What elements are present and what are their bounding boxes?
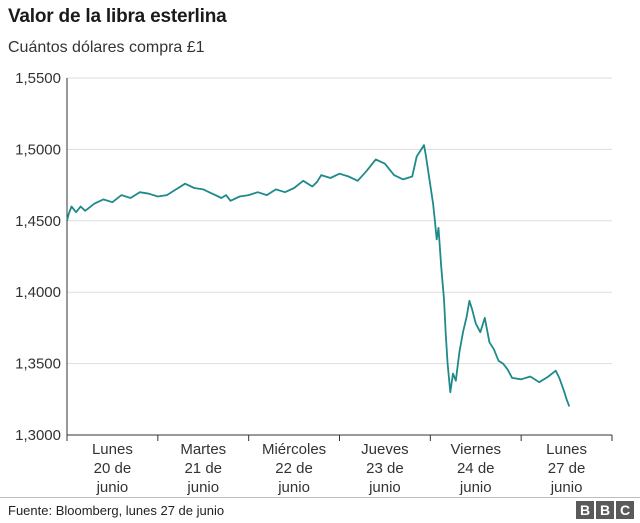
bbc-logo: B B C xyxy=(576,501,634,519)
y-tick-label: 1,5500 xyxy=(15,70,61,87)
y-tick-label: 1,4000 xyxy=(15,284,61,301)
x-tick-label: 24 de xyxy=(457,460,495,477)
bbc-logo-letter: C xyxy=(616,501,634,519)
x-tick-label: junio xyxy=(277,479,310,496)
chart-title: Valor de la libra esterlina xyxy=(8,6,227,27)
exchange-rate-chart: 1,5500 1,5000 1,4500 1,4000 1,3500 1,3000 Lune… xyxy=(15,70,613,496)
x-tick-label: 21 de xyxy=(184,460,222,477)
source-note: Fuente: Bloomberg, lunes 27 de junio xyxy=(8,503,225,518)
bbc-logo-letter: B xyxy=(576,501,594,519)
y-tick-label: 1,4500 xyxy=(15,213,61,230)
x-tick-label: junio xyxy=(186,479,219,496)
y-tick-label: 1,3000 xyxy=(15,427,61,444)
y-tick-label: 1,5000 xyxy=(15,141,61,158)
series-line xyxy=(66,144,571,407)
x-tick-label: junio xyxy=(368,479,401,496)
y-tick-label: 1,3500 xyxy=(15,356,61,373)
x-tick-label: 23 de xyxy=(366,460,404,477)
x-tick-label: 22 de xyxy=(275,460,313,477)
x-tick-label: junio xyxy=(96,479,129,496)
x-tick-label: 27 de xyxy=(548,460,586,477)
x-tick-label: Jueves xyxy=(361,441,409,458)
x-tick-label: Lunes xyxy=(546,441,587,458)
x-tick-label: Lunes xyxy=(92,441,133,458)
footer-divider xyxy=(0,497,640,498)
x-tick-label: Miércoles xyxy=(262,441,326,458)
x-tick-label: junio xyxy=(550,479,583,496)
x-tick-label: Martes xyxy=(180,441,226,458)
x-tick-label: Viernes xyxy=(450,441,501,458)
chart-subtitle: Cuántos dólares compra £1 xyxy=(8,39,205,56)
bbc-logo-letter: B xyxy=(596,501,614,519)
x-tick-label: 20 de xyxy=(94,460,132,477)
x-tick-label: junio xyxy=(459,479,492,496)
